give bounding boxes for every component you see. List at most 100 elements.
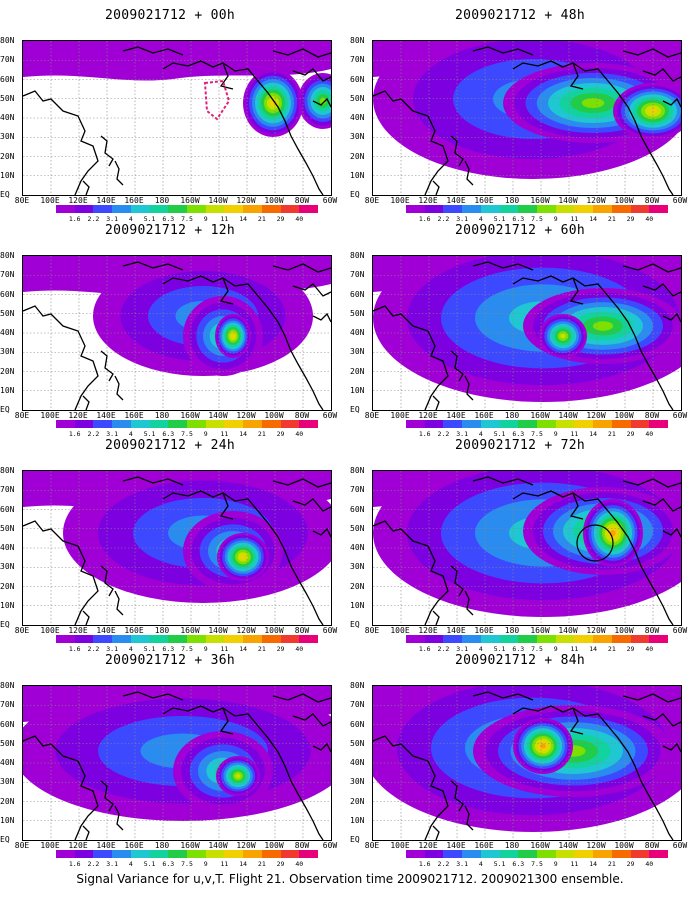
lon-tick-label: 140W (558, 196, 578, 205)
lon-tick-label: 140W (558, 411, 578, 420)
lat-tick-label: 60N (0, 719, 15, 729)
colorbar-tick-label: 29 (276, 215, 285, 223)
colorbar-tick-label: 14 (239, 645, 248, 653)
variance-contour (235, 773, 241, 779)
lon-tick-label: 160E (124, 841, 144, 850)
coastline (162, 60, 324, 195)
panel-title: 2009021712 + 84h (454, 653, 586, 668)
lon-tick-label: 100W (264, 196, 284, 205)
lon-tick-label: 180 (154, 841, 170, 850)
colorbar-tick-label: 4 (478, 645, 483, 653)
lon-tick-label: 100E (40, 626, 60, 635)
lon-tick-label: 60W (672, 626, 688, 635)
colorbar-tick-label: 14 (589, 430, 598, 438)
lat-tick-label: EQ (0, 835, 10, 844)
map-panel: 2009021712 + 72h 80N 70N 60N 50N 40N 30N 20N 10N… (350, 430, 690, 653)
colorbar (56, 420, 319, 428)
colorbar-tick-label: 9 (553, 430, 558, 438)
lat-tick-label: EQ (0, 190, 10, 199)
lat-tick-label: 70N (0, 270, 15, 280)
lon-tick-label: 140E (96, 411, 116, 420)
lat-tick-label: 20N (350, 581, 365, 591)
panel-title: 2009021712 + 12h (104, 223, 236, 238)
coastline (219, 62, 234, 90)
lat-tick-label: 20N (0, 366, 15, 376)
coastline (472, 691, 534, 701)
lon-tick-label: 80E (14, 841, 30, 850)
lon-tick-label: 120W (586, 841, 606, 850)
colorbar-tick-label: 29 (626, 860, 635, 868)
lat-tick-label: 20N (350, 151, 365, 161)
colorbar-labels: 1.6 2.2 3.1 4 5.1 6.3 7.5 9 11 14 21 29 40 (406, 215, 668, 223)
variance-contour (540, 743, 546, 749)
colorbar (406, 205, 669, 213)
lat-tick-label: 10N (0, 385, 15, 395)
colorbar-swatch (574, 850, 594, 858)
lon-tick-label: 80W (294, 626, 310, 635)
colorbar-swatch (424, 420, 444, 428)
coastline (569, 62, 584, 90)
colorbar-swatch (462, 420, 481, 428)
colorbar-tick-label: 7.5 (181, 430, 193, 438)
coastline (272, 263, 331, 273)
colorbar-tick-label: 21 (607, 430, 616, 438)
lon-tick-label: 60W (672, 411, 688, 420)
colorbar-swatch (112, 635, 131, 643)
lat-tick-label: 50N (0, 308, 15, 318)
lat-tick-label: 80N (0, 466, 15, 475)
lon-tick-label: 60W (322, 626, 338, 635)
lon-tick-label: 80W (644, 626, 660, 635)
lat-tick-label: 30N (0, 562, 15, 572)
colorbar-swatch (555, 205, 575, 213)
coastline (100, 565, 114, 597)
colorbar-tick-label: 5.1 (143, 645, 156, 653)
map-svg (373, 41, 681, 195)
colorbar-swatch (130, 635, 150, 643)
colorbar-swatch (518, 205, 538, 213)
lon-tick-label: 80W (644, 411, 660, 420)
lon-tick-label: 180 (504, 841, 520, 850)
colorbar-tick-label: 21 (257, 860, 266, 868)
colorbar-swatch (187, 850, 206, 858)
coastline (373, 520, 449, 625)
colorbar-swatch (112, 205, 131, 213)
lon-tick-label: 180 (154, 626, 170, 635)
colorbar-tick-label: 14 (239, 860, 248, 868)
coastline (272, 48, 331, 58)
lon-tick-label: 100E (40, 841, 60, 850)
colorbar-swatch (593, 635, 612, 643)
colorbar-swatch (593, 205, 612, 213)
colorbar (56, 635, 319, 643)
lon-tick-label: 120W (586, 626, 606, 635)
colorbar-tick-label: 29 (626, 430, 635, 438)
lat-tick-label: 50N (350, 738, 365, 748)
lon-tick-label: 160E (124, 196, 144, 205)
coastline (662, 527, 681, 538)
lat-tick-label: 40N (0, 113, 15, 122)
colorbar-tick-label: 40 (645, 860, 654, 868)
lon-tick-label: 120E (418, 626, 438, 635)
lat-tick-label: 10N (350, 815, 365, 825)
lon-tick-label: 100W (264, 626, 284, 635)
lat-tick-label: 70N (350, 700, 365, 710)
lon-tick-label: 60W (322, 196, 338, 205)
colorbar-swatch (518, 635, 538, 643)
map-svg (23, 41, 331, 195)
variance-contour (560, 333, 566, 339)
map-plot (22, 470, 332, 626)
lat-tick-label: 20N (0, 796, 15, 806)
colorbar-tick-label: 2.2 (87, 860, 100, 868)
colorbar-swatch (630, 635, 650, 643)
map-plot (372, 685, 682, 841)
colorbar-swatch (74, 635, 94, 643)
coastline (122, 691, 184, 701)
lat-tick-label: 40N (0, 758, 15, 767)
lat-tick-label: 20N (0, 581, 15, 591)
lon-tick-label: 140W (208, 626, 228, 635)
coastline (162, 275, 324, 410)
colorbar-tick-label: 7.5 (181, 215, 193, 223)
colorbar-tick-label: 40 (295, 860, 304, 868)
variance-contour (240, 554, 246, 560)
colorbar-tick-label: 9 (553, 860, 558, 868)
lon-tick-label: 80W (294, 196, 310, 205)
